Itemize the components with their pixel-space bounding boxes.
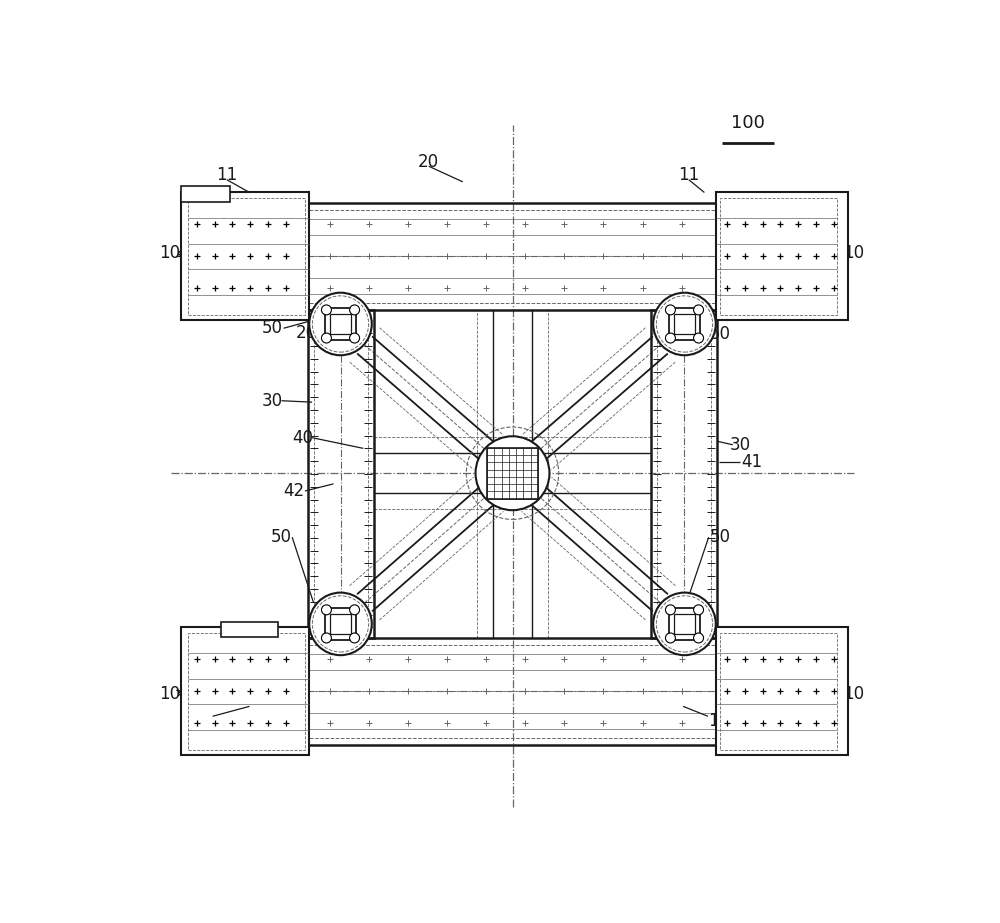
Bar <box>325 608 356 640</box>
Bar <box>191 645 834 737</box>
Bar <box>188 198 305 315</box>
Text: 10: 10 <box>159 685 181 702</box>
Text: 10: 10 <box>843 244 864 262</box>
Circle shape <box>694 633 704 643</box>
Circle shape <box>665 305 675 315</box>
Bar <box>716 193 848 320</box>
Bar <box>487 448 538 498</box>
Circle shape <box>653 593 716 655</box>
Text: 30: 30 <box>729 436 750 454</box>
Circle shape <box>321 333 331 343</box>
Circle shape <box>665 633 675 643</box>
Text: 20: 20 <box>296 323 317 342</box>
Circle shape <box>350 605 360 615</box>
Text: 50: 50 <box>710 325 731 343</box>
Circle shape <box>476 437 549 510</box>
Text: 11: 11 <box>216 166 237 184</box>
Bar <box>191 210 834 303</box>
Circle shape <box>350 333 360 343</box>
Bar <box>716 628 848 755</box>
Circle shape <box>309 593 372 655</box>
Circle shape <box>350 633 360 643</box>
Bar <box>325 308 356 340</box>
Text: 10: 10 <box>159 244 181 262</box>
Circle shape <box>321 605 331 615</box>
Text: 11: 11 <box>189 712 210 729</box>
Text: 40: 40 <box>292 428 313 447</box>
Text: 50: 50 <box>271 528 292 546</box>
Bar <box>669 308 700 340</box>
Text: 11: 11 <box>708 712 729 729</box>
Text: 50: 50 <box>262 319 283 337</box>
Circle shape <box>350 305 360 315</box>
Text: 50: 50 <box>710 528 731 546</box>
Bar <box>221 622 278 637</box>
Bar <box>188 633 305 749</box>
Circle shape <box>694 333 704 343</box>
Circle shape <box>665 333 675 343</box>
Circle shape <box>321 633 331 643</box>
Circle shape <box>653 293 716 355</box>
Bar <box>651 310 717 638</box>
Text: 11: 11 <box>678 166 699 184</box>
Circle shape <box>665 605 675 615</box>
Bar <box>720 198 837 315</box>
Text: 41: 41 <box>741 453 762 471</box>
Text: 30: 30 <box>262 391 283 410</box>
Text: 20: 20 <box>418 153 439 171</box>
Bar <box>674 314 695 334</box>
Text: 42: 42 <box>284 482 305 500</box>
Circle shape <box>309 293 372 355</box>
Text: 100: 100 <box>731 114 765 132</box>
Bar <box>184 203 841 310</box>
Bar <box>330 314 351 334</box>
Circle shape <box>694 605 704 615</box>
Circle shape <box>321 305 331 315</box>
Bar <box>674 614 695 634</box>
Bar <box>657 316 711 632</box>
Bar <box>181 628 309 755</box>
Bar <box>314 316 368 632</box>
Bar <box>308 310 374 638</box>
Bar <box>669 608 700 640</box>
Bar <box>181 186 230 202</box>
Bar <box>181 193 309 320</box>
Bar <box>330 614 351 634</box>
Circle shape <box>694 305 704 315</box>
Bar <box>720 633 837 749</box>
Text: 10: 10 <box>843 685 864 702</box>
Bar <box>184 638 841 745</box>
